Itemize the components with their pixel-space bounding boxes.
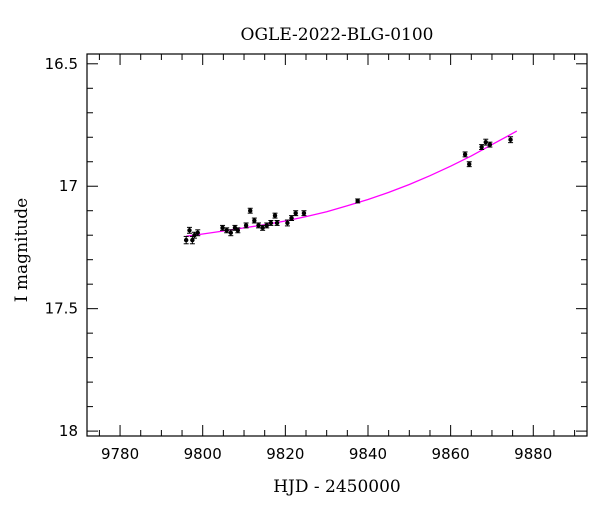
data-point xyxy=(487,141,493,148)
data-point xyxy=(255,222,261,229)
data-point xyxy=(272,212,278,219)
data-point xyxy=(268,220,274,226)
data-point xyxy=(235,227,241,234)
data-point xyxy=(264,222,270,229)
point-marker xyxy=(195,230,200,235)
data-point xyxy=(483,138,489,146)
data-point xyxy=(251,217,257,224)
point-marker xyxy=(301,210,307,216)
x-tick-label: 9840 xyxy=(349,445,387,463)
data-point xyxy=(462,151,468,158)
data-point xyxy=(228,229,234,237)
data-point xyxy=(195,229,201,237)
data-point xyxy=(301,210,307,217)
y-tick-labels: 16.5 17 17.5 18 xyxy=(45,55,78,440)
point-marker xyxy=(272,213,278,218)
data-point xyxy=(191,231,197,239)
point-marker xyxy=(228,230,234,235)
point-marker xyxy=(187,228,192,233)
point-marker xyxy=(487,142,493,147)
chart-title: OGLE-2022-BLG-0100 xyxy=(241,25,434,45)
point-marker xyxy=(248,208,253,213)
y-tick-label: 17.5 xyxy=(45,300,78,318)
data-point xyxy=(220,224,226,231)
point-marker xyxy=(293,210,298,216)
plot-frame xyxy=(86,53,588,437)
point-marker xyxy=(467,161,472,167)
x-tick-label: 9800 xyxy=(184,445,222,463)
point-marker xyxy=(274,220,280,226)
x-tick-label: 9880 xyxy=(514,445,552,463)
point-marker xyxy=(256,223,261,228)
point-marker xyxy=(285,220,290,226)
data-point xyxy=(355,198,361,204)
point-marker xyxy=(268,220,274,226)
point-marker xyxy=(224,228,229,233)
x-tick-label: 9780 xyxy=(101,445,139,463)
point-marker xyxy=(243,223,249,228)
y-tick-label: 16.5 xyxy=(45,55,78,73)
point-marker xyxy=(289,215,294,221)
data-point xyxy=(508,136,514,144)
point-marker xyxy=(220,225,225,231)
point-marker xyxy=(483,139,488,145)
point-marker xyxy=(479,144,484,150)
x-tick-label: 9820 xyxy=(266,445,304,463)
x-tick-label: 9860 xyxy=(432,445,470,463)
data-point xyxy=(189,235,195,245)
data-point xyxy=(247,207,253,214)
point-marker xyxy=(232,225,238,231)
point-marker xyxy=(260,225,265,231)
point-marker xyxy=(355,198,360,204)
point-marker xyxy=(190,237,195,243)
data-point xyxy=(293,210,299,217)
point-marker xyxy=(235,228,241,233)
axis-ticks xyxy=(87,54,587,436)
y-tick-label: 17 xyxy=(59,177,78,195)
point-marker xyxy=(183,237,189,243)
data-point xyxy=(260,224,266,231)
data-points xyxy=(183,136,514,245)
data-point xyxy=(186,226,192,234)
y-tick-label: 18 xyxy=(59,422,78,440)
point-marker xyxy=(192,233,197,238)
x-axis-label: HJD - 2450000 xyxy=(273,477,401,497)
data-point xyxy=(466,161,472,168)
data-point xyxy=(224,227,230,234)
data-point xyxy=(274,220,280,226)
data-point xyxy=(243,222,249,229)
y-axis-label: I magnitude xyxy=(12,198,32,302)
point-marker xyxy=(508,137,513,142)
point-marker xyxy=(252,218,257,223)
point-marker xyxy=(264,223,269,228)
data-point xyxy=(289,215,295,222)
model-curve xyxy=(186,130,518,237)
x-tick-labels: 9780 9800 9820 9840 9860 9880 xyxy=(101,445,552,463)
data-point xyxy=(183,235,189,245)
data-point xyxy=(284,219,290,227)
point-marker xyxy=(462,152,468,157)
